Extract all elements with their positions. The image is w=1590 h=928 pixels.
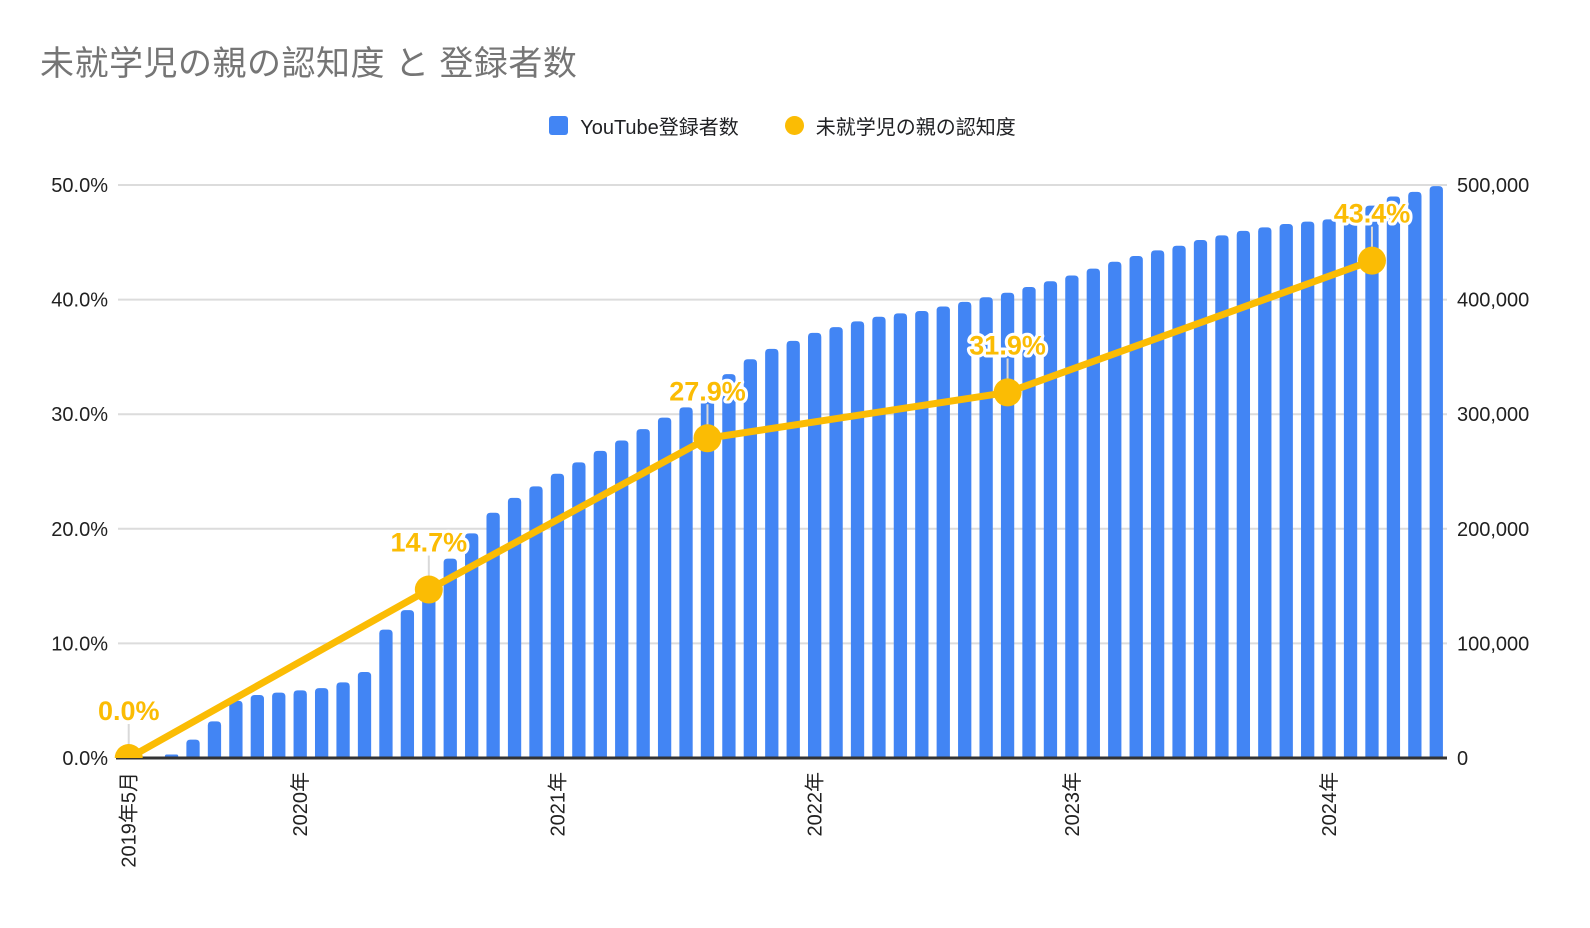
x-axis-tick-label: 2023年 bbox=[1061, 772, 1084, 837]
legend-label-subscribers: YouTube登録者数 bbox=[580, 116, 739, 139]
bar-series-swatch-icon bbox=[549, 115, 569, 135]
bar[interactable] bbox=[207, 721, 222, 758]
bar[interactable] bbox=[1150, 250, 1165, 758]
x-axis-tick-label: 2021年 bbox=[546, 772, 569, 837]
legend-item-youtube-subscribers[interactable]: YouTube登録者数 bbox=[549, 111, 739, 140]
x-axis-tick-label: 2024年 bbox=[1318, 772, 1341, 837]
bar[interactable] bbox=[1086, 268, 1100, 758]
bar[interactable] bbox=[186, 739, 200, 758]
point-data-label: 14.7% bbox=[391, 528, 468, 558]
bar[interactable] bbox=[743, 359, 757, 758]
bar[interactable] bbox=[1172, 245, 1186, 758]
bar[interactable] bbox=[872, 316, 886, 758]
bar[interactable] bbox=[336, 682, 350, 758]
bar[interactable] bbox=[936, 306, 950, 758]
y-axis-left-tick-label: 50.0% bbox=[51, 175, 108, 197]
bar[interactable] bbox=[1408, 191, 1422, 759]
bar[interactable] bbox=[1386, 196, 1401, 758]
bar[interactable] bbox=[486, 512, 500, 758]
bar[interactable] bbox=[1215, 235, 1229, 758]
bar[interactable] bbox=[615, 440, 629, 758]
bar[interactable] bbox=[229, 700, 243, 758]
bar[interactable] bbox=[1365, 205, 1379, 759]
bar[interactable] bbox=[679, 407, 693, 758]
bar[interactable] bbox=[1043, 281, 1058, 758]
line-point[interactable] bbox=[1357, 246, 1386, 275]
line-point[interactable] bbox=[414, 575, 443, 604]
bar[interactable] bbox=[1322, 219, 1336, 758]
bar[interactable] bbox=[700, 397, 715, 758]
line-point[interactable] bbox=[993, 378, 1022, 407]
bar[interactable] bbox=[1236, 230, 1251, 759]
bar[interactable] bbox=[357, 672, 372, 758]
bar[interactable] bbox=[272, 692, 286, 758]
line-point[interactable] bbox=[693, 424, 722, 453]
bar[interactable] bbox=[915, 311, 929, 758]
y-axis-right-tick-label: 300,000 bbox=[1457, 404, 1529, 426]
bar[interactable] bbox=[958, 301, 972, 758]
bar[interactable] bbox=[979, 297, 993, 758]
y-axis-right-tick-label: 500,000 bbox=[1457, 175, 1529, 197]
bar[interactable] bbox=[1279, 223, 1293, 759]
bar[interactable] bbox=[572, 462, 586, 758]
awareness-line-series bbox=[114, 226, 1386, 772]
bar[interactable] bbox=[293, 690, 307, 758]
bar[interactable] bbox=[1022, 286, 1036, 758]
bar[interactable] bbox=[1343, 215, 1358, 758]
x-axis-tick-label: 2022年 bbox=[804, 772, 827, 837]
bar[interactable] bbox=[465, 533, 479, 758]
legend-item-awareness[interactable]: 未就学児の親の認知度 bbox=[784, 111, 1016, 140]
bar[interactable] bbox=[893, 313, 908, 758]
y-axis-left-tick-label: 20.0% bbox=[51, 519, 108, 541]
chart-title: 未就学児の親の認知度 と 登録者数 bbox=[40, 45, 578, 83]
bar[interactable] bbox=[1108, 261, 1122, 758]
bar[interactable] bbox=[1065, 275, 1079, 758]
bar[interactable] bbox=[657, 417, 672, 758]
bar[interactable] bbox=[593, 450, 607, 758]
x-axis-tick-label: 2019年5月 bbox=[118, 772, 141, 868]
bar[interactable] bbox=[1129, 256, 1143, 758]
point-data-label: 0.0% bbox=[98, 696, 160, 726]
bar[interactable] bbox=[379, 629, 393, 758]
y-axis-right-tick-label: 0 bbox=[1457, 748, 1468, 770]
bar[interactable] bbox=[250, 694, 264, 758]
bar[interactable] bbox=[314, 688, 329, 758]
y-axis-right-tick-label: 100,000 bbox=[1457, 633, 1529, 655]
bar[interactable] bbox=[422, 583, 436, 758]
bar[interactable] bbox=[529, 486, 543, 758]
legend-label-awareness: 未就学児の親の認知度 bbox=[815, 116, 1016, 139]
point-data-label: 43.4% bbox=[1334, 199, 1411, 229]
y-axis-left-tick-label: 10.0% bbox=[51, 633, 108, 655]
bar[interactable] bbox=[850, 321, 865, 758]
bar[interactable] bbox=[507, 497, 522, 758]
y-axis-left-tick-label: 30.0% bbox=[51, 404, 108, 426]
y-axis-left-tick-label: 0.0% bbox=[62, 748, 108, 770]
y-axis-left-tick-label: 40.0% bbox=[51, 290, 108, 312]
y-axis-right-tick-label: 400,000 bbox=[1457, 290, 1529, 312]
y-axis-right-tick-label: 200,000 bbox=[1457, 519, 1529, 541]
bar[interactable] bbox=[550, 473, 565, 758]
point-data-label: 31.9% bbox=[969, 330, 1046, 360]
bar[interactable] bbox=[808, 332, 822, 758]
point-data-label: 27.9% bbox=[669, 376, 746, 406]
line-point[interactable] bbox=[114, 744, 143, 772]
bar[interactable] bbox=[1258, 227, 1272, 759]
bar[interactable] bbox=[443, 558, 457, 758]
bar[interactable] bbox=[400, 610, 415, 758]
bar[interactable] bbox=[722, 374, 736, 758]
bar[interactable] bbox=[829, 327, 843, 758]
bar[interactable] bbox=[1193, 240, 1208, 758]
bar[interactable] bbox=[786, 340, 800, 758]
bar[interactable] bbox=[1301, 221, 1315, 758]
x-axis-tick-label: 2020年 bbox=[289, 772, 312, 837]
chart-legend: YouTube登録者数 未就学児の親の認知度 bbox=[118, 110, 1447, 140]
bar[interactable] bbox=[1429, 186, 1443, 758]
bar[interactable] bbox=[636, 429, 650, 758]
bar[interactable] bbox=[765, 348, 779, 758]
bar[interactable] bbox=[1000, 292, 1015, 758]
line-series-swatch-icon bbox=[784, 115, 804, 135]
